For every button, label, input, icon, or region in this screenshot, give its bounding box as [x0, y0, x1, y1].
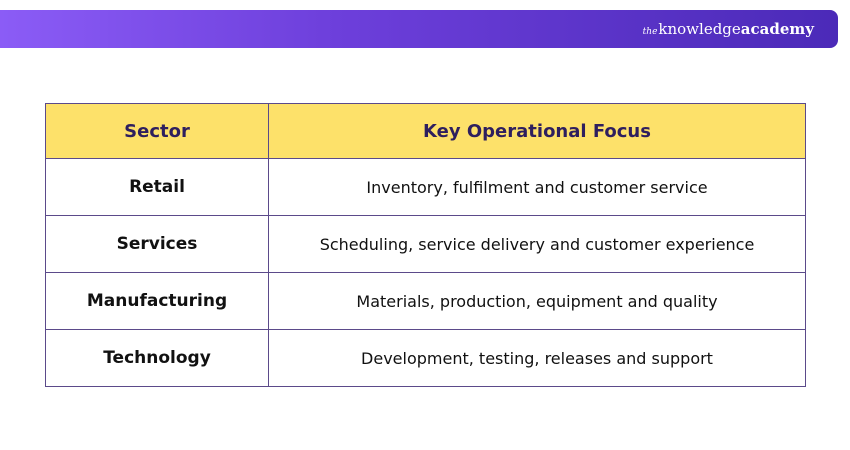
sector-cell-manufacturing: Manufacturing — [45, 272, 269, 330]
focus-cell-retail: Inventory, fulfilment and customer servi… — [268, 158, 806, 216]
sector-focus-table: Sector Key Operational Focus Retail Inve… — [45, 103, 806, 387]
table-body: Retail Inventory, fulfilment and custome… — [45, 158, 806, 387]
focus-cell-technology: Development, testing, releases and suppo… — [268, 329, 806, 387]
table-row: Retail Inventory, fulfilment and custome… — [45, 158, 806, 216]
table-row: Services Scheduling, service delivery an… — [45, 215, 806, 273]
header-sector: Sector — [45, 103, 269, 159]
brand-logo-the: the — [642, 27, 658, 37]
sector-cell-services: Services — [45, 215, 269, 273]
brand-logo: theknowledgeacademy — [643, 10, 814, 48]
brand-logo-academy: academy — [740, 20, 814, 38]
header-banner: theknowledgeacademy — [0, 10, 838, 48]
brand-logo-knowledge: knowledge — [658, 20, 741, 38]
table-row: Manufacturing Materials, production, equ… — [45, 272, 806, 330]
header-key-operational-focus: Key Operational Focus — [268, 103, 806, 159]
focus-cell-manufacturing: Materials, production, equipment and qua… — [268, 272, 806, 330]
table-header: Sector Key Operational Focus — [45, 103, 806, 159]
table-header-row: Sector Key Operational Focus — [45, 103, 806, 159]
focus-cell-services: Scheduling, service delivery and custome… — [268, 215, 806, 273]
table-row: Technology Development, testing, release… — [45, 329, 806, 387]
sector-cell-technology: Technology — [45, 329, 269, 387]
sector-cell-retail: Retail — [45, 158, 269, 216]
